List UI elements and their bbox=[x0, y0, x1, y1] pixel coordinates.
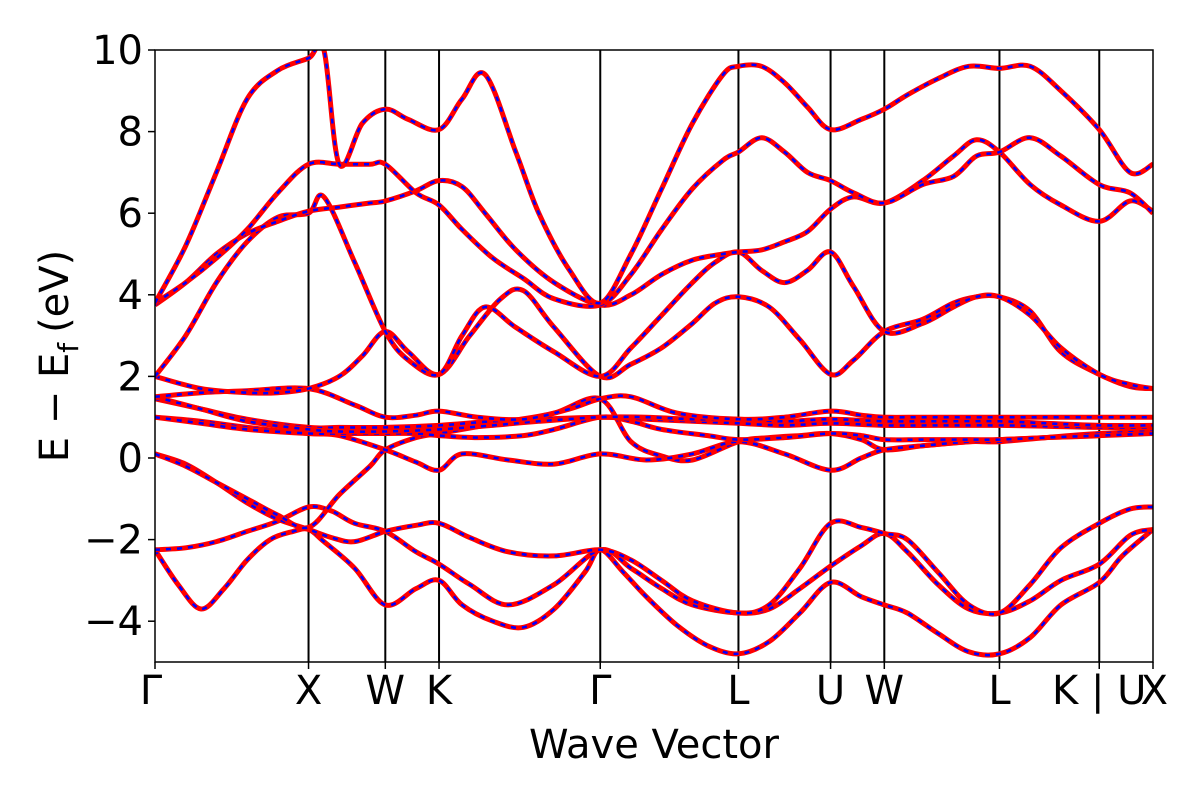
x-tick-label: U bbox=[816, 668, 845, 714]
y-tick-label: 10 bbox=[92, 28, 143, 74]
x-tick-label: L bbox=[727, 668, 750, 714]
y-tick-label: 2 bbox=[118, 354, 143, 400]
x-tick-label: Γ bbox=[140, 668, 163, 714]
y-ticks: −4 −2 0 2 4 6 8 10 bbox=[84, 28, 155, 645]
band-line-series-b bbox=[155, 527, 1153, 657]
y-axis-label-main: E − E bbox=[32, 353, 78, 463]
y-tick-label: −2 bbox=[84, 518, 143, 564]
x-tick-label: Γ bbox=[589, 668, 612, 714]
band-line-series-b bbox=[155, 50, 1153, 305]
band-line-series-b bbox=[155, 287, 1153, 395]
x-tick-label: W bbox=[366, 668, 406, 714]
x-tick-label: X bbox=[295, 668, 322, 714]
x-axis-label: Wave Vector bbox=[529, 722, 780, 768]
x-tick-label: K | U bbox=[1052, 668, 1146, 714]
y-tick-label: 4 bbox=[118, 273, 143, 319]
plot-frame bbox=[154, 49, 1154, 663]
band-line-series-b bbox=[155, 136, 1153, 308]
y-axis-label-unit: (eV) bbox=[32, 250, 78, 333]
band-line-series-b bbox=[155, 452, 1153, 616]
x-tick-label: L bbox=[988, 668, 1011, 714]
band-line-series-b bbox=[155, 193, 1153, 390]
y-tick-label: −4 bbox=[84, 599, 143, 645]
band-line-series-b bbox=[155, 138, 1153, 307]
x-tick-label: X bbox=[1141, 668, 1168, 714]
bands bbox=[155, 50, 1153, 658]
y-tick-label: 8 bbox=[118, 110, 143, 156]
y-tick-label: 6 bbox=[118, 191, 143, 237]
band-line-series-b bbox=[155, 395, 1153, 433]
band-line-series-b bbox=[155, 386, 1153, 421]
x-tick-label: W bbox=[865, 668, 905, 714]
y-axis-label: E − Ef (eV) bbox=[32, 250, 85, 463]
x-tick-label: K bbox=[426, 668, 454, 714]
y-axis-label-sub: f bbox=[52, 342, 85, 353]
y-tick-label: 0 bbox=[118, 436, 143, 482]
